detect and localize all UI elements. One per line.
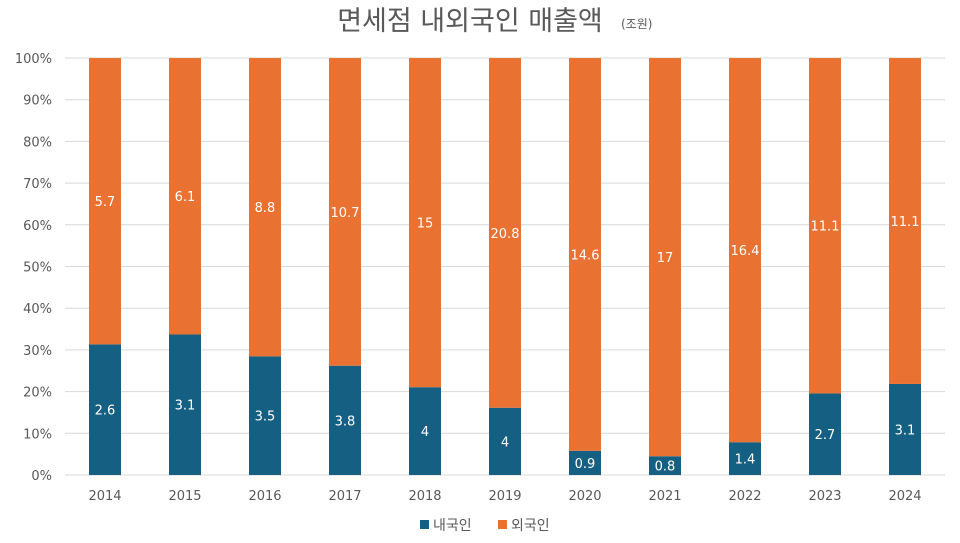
bar-segment	[889, 383, 921, 475]
bar-segment	[889, 58, 921, 384]
bar-segment	[409, 58, 441, 388]
bar-segment	[489, 407, 521, 475]
bar-segment	[329, 365, 361, 475]
bar-segment	[649, 456, 681, 475]
data-label: 3.1	[175, 399, 196, 414]
data-label: 6.1	[175, 190, 196, 205]
y-tick-label: 100%	[15, 52, 52, 67]
bar-segment	[809, 393, 841, 475]
data-label: 0.9	[575, 457, 596, 472]
bar-segment	[89, 58, 121, 345]
chart-subtitle: (조원)	[621, 17, 652, 31]
data-label: 3.8	[335, 414, 356, 429]
data-label: 2.7	[815, 428, 836, 443]
chart-title: 면세점 내외국인 매출액	[337, 6, 603, 37]
bar-segment	[729, 58, 761, 443]
legend-swatch	[420, 520, 429, 529]
y-tick-label: 60%	[23, 219, 52, 234]
data-label: 17	[657, 251, 674, 266]
legend-swatch	[498, 520, 507, 529]
x-tick-label: 2015	[168, 489, 201, 504]
bar-segment	[409, 387, 441, 475]
data-label: 14.6	[571, 248, 600, 263]
bar-segment	[729, 442, 761, 475]
y-tick-label: 20%	[23, 386, 52, 401]
y-tick-label: 70%	[23, 177, 52, 192]
y-tick-label: 0%	[31, 469, 52, 484]
bar-segment	[649, 58, 681, 457]
x-tick-label: 2022	[728, 489, 761, 504]
data-label: 3.1	[895, 423, 916, 438]
x-tick-label: 2016	[248, 489, 281, 504]
bar-segment	[809, 58, 841, 394]
data-label: 3.5	[255, 410, 276, 425]
bar-segment	[569, 450, 601, 475]
data-label: 11.1	[891, 215, 920, 230]
bar-segment	[89, 344, 121, 475]
legend-label: 외국인	[511, 518, 550, 534]
y-tick-label: 80%	[23, 135, 52, 150]
data-label: 0.8	[655, 460, 676, 475]
data-label: 20.8	[491, 227, 520, 242]
data-label: 16.4	[731, 244, 760, 259]
data-label: 11.1	[811, 220, 840, 235]
data-label: 10.7	[331, 206, 360, 221]
x-tick-label: 2024	[888, 489, 921, 504]
x-tick-label: 2020	[568, 489, 601, 504]
x-tick-label: 2019	[488, 489, 521, 504]
y-tick-label: 50%	[23, 261, 52, 276]
legend-label: 내국인	[433, 518, 472, 534]
x-tick-label: 2018	[408, 489, 441, 504]
bar-segment	[329, 58, 361, 366]
data-label: 8.8	[255, 201, 276, 216]
bar-segment	[169, 58, 201, 335]
y-tick-label: 10%	[23, 427, 52, 442]
bar-segment	[489, 58, 521, 408]
y-tick-label: 40%	[23, 302, 52, 317]
x-tick-label: 2017	[328, 489, 361, 504]
data-label: 5.7	[95, 195, 116, 210]
bar-segment	[169, 334, 201, 475]
data-label: 4	[501, 435, 509, 450]
x-tick-label: 2023	[808, 489, 841, 504]
y-tick-label: 30%	[23, 344, 52, 359]
x-tick-label: 2021	[648, 489, 681, 504]
data-label: 1.4	[735, 453, 756, 468]
data-label: 4	[421, 425, 429, 440]
y-tick-label: 90%	[23, 94, 52, 109]
bar-segment	[249, 58, 281, 357]
data-label: 15	[417, 217, 434, 232]
x-tick-label: 2014	[88, 489, 121, 504]
data-label: 2.6	[95, 404, 116, 419]
bar-segment	[249, 356, 281, 475]
bar-segment	[569, 58, 601, 451]
